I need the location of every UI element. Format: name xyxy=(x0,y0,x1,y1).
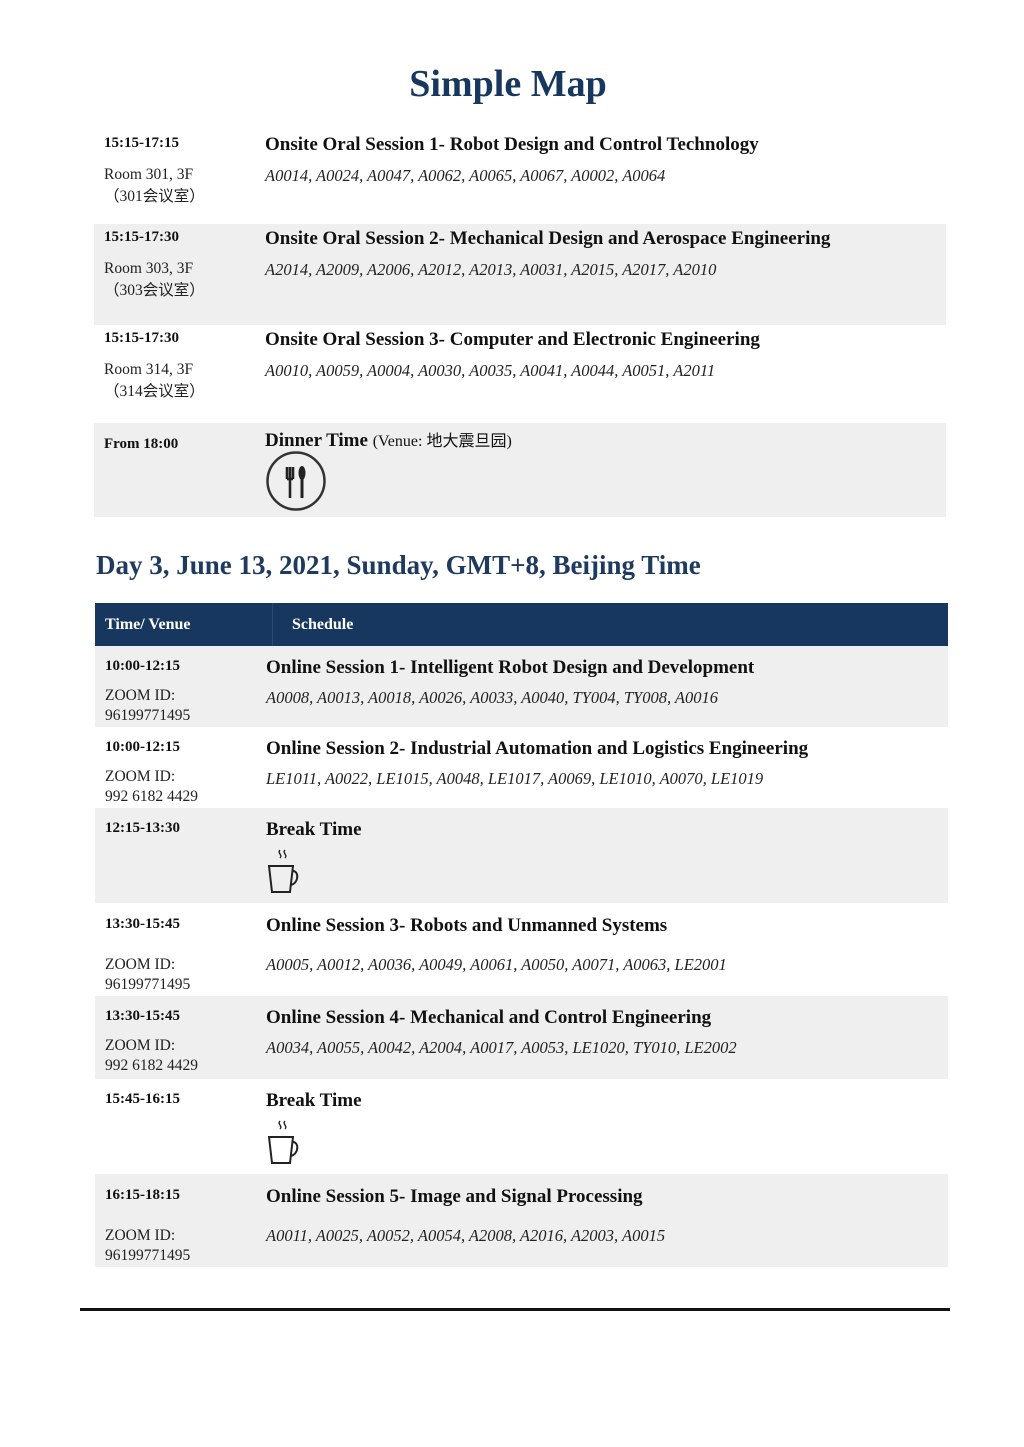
session-time: 13:30-15:45 xyxy=(105,916,180,932)
coffee-cup-icon xyxy=(266,1119,302,1172)
session-title-text: Break Time xyxy=(266,819,362,840)
session-time: 15:15-17:15 xyxy=(104,135,179,151)
table-header: Time/ Venue Schedule xyxy=(95,603,948,646)
footer-rule xyxy=(80,1308,950,1311)
venue-line: 96199771495 xyxy=(105,976,191,993)
session-title-text: Onsite Oral Session 3- Computer and Elec… xyxy=(265,329,760,350)
table-row: 13:30-15:45 ZOOM ID: 992 6182 4429 Online S… xyxy=(95,996,948,1079)
venue-line: Room 301, 3F xyxy=(104,166,194,183)
session-venue: ZOOM ID: 992 6182 4429 xyxy=(105,1036,198,1076)
session-title-text: Online Session 1- Intelligent Robot Desi… xyxy=(266,657,755,678)
venue-line: ZOOM ID: xyxy=(105,1227,176,1244)
header-divider xyxy=(272,603,273,646)
session-title-text: Online Session 2- Industrial Automation … xyxy=(266,738,809,759)
table-row: 16:15-18:15 ZOOM ID: 96199771495 Online Ses… xyxy=(95,1174,948,1267)
session-title-text: Onsite Oral Session 2- Mechanical Design… xyxy=(265,228,831,249)
session-time: 10:00-12:15 xyxy=(105,739,180,755)
venue-note: (Venue: 地大震旦园) xyxy=(372,433,512,450)
session-venue: ZOOM ID: 96199771495 xyxy=(105,1226,190,1266)
venue-line: Room 314, 3F xyxy=(104,361,194,378)
page-title: Simple Map xyxy=(409,63,607,105)
table-row: 15:15-17:30 Room 303, 3F （303会议室） Onsite Or… xyxy=(94,224,946,325)
session-title: Online Session 3- Robots and Unmanned Sy… xyxy=(266,915,667,937)
paper-ids: A0008, A0013, A0018, A0026, A0033, A0040… xyxy=(266,688,718,707)
paper-ids: A0011, A0025, A0052, A0054, A2008, A2016… xyxy=(266,1226,666,1245)
paper-ids: A2014, A2009, A2006, A2012, A2013, A0031… xyxy=(265,260,717,279)
table-row: 15:45-16:15 Break Time xyxy=(95,1079,948,1174)
session-time: 15:15-17:30 xyxy=(104,330,179,346)
session-title: Dinner Time (Venue: 地大震旦园) xyxy=(265,427,512,452)
table-row: 10:00-12:15 ZOOM ID: 992 6182 4429 Online S… xyxy=(95,727,948,808)
session-venue: ZOOM ID: 96199771495 xyxy=(105,686,190,726)
venue-line: ZOOM ID: xyxy=(105,1037,176,1054)
paper-ids: A0010, A0059, A0004, A0030, A0035, A0041… xyxy=(265,361,716,380)
session-title-text: Dinner Time xyxy=(265,430,368,451)
session-time: 12:15-13:30 xyxy=(105,820,180,836)
session-title-text: Onsite Oral Session 1- Robot Design and … xyxy=(265,134,759,155)
paper-ids: A0005, A0012, A0036, A0049, A0061, A0050… xyxy=(266,955,727,974)
session-title-text: Online Session 5- Image and Signal Proce… xyxy=(266,1186,643,1207)
session-venue: Room 303, 3F （303会议室） xyxy=(104,258,205,302)
day3-schedule: 10:00-12:15 ZOOM ID: 96199771495 Online Ses… xyxy=(95,646,948,1267)
table-row: 15:15-17:30 Room 314, 3F （314会议室） Onsite Or… xyxy=(94,325,946,423)
session-title: Break Time xyxy=(266,1090,362,1112)
venue-line: 992 6182 4429 xyxy=(105,1057,198,1074)
session-title: Onsite Oral Session 2- Mechanical Design… xyxy=(265,228,830,250)
session-venue: Room 301, 3F （301会议室） xyxy=(104,164,205,208)
header-time-venue: Time/ Venue xyxy=(105,616,191,633)
session-time: 13:30-15:45 xyxy=(105,1008,180,1024)
day3-heading: Day 3, June 13, 2021, Sunday, GMT+8, Bei… xyxy=(96,550,701,580)
table-row: 15:15-17:15 Room 301, 3F （301会议室） Onsite Or… xyxy=(94,130,946,224)
session-time: 15:45-16:15 xyxy=(105,1091,180,1107)
venue-line: Room 303, 3F xyxy=(104,260,194,277)
session-title: Online Session 4- Mechanical and Control… xyxy=(266,1007,711,1029)
session-title-text: Online Session 3- Robots and Unmanned Sy… xyxy=(266,915,668,936)
session-time: 10:00-12:15 xyxy=(105,658,180,674)
session-time: 15:15-17:30 xyxy=(104,229,179,245)
venue-line: 96199771495 xyxy=(105,707,191,724)
session-title-text: Break Time xyxy=(266,1090,362,1111)
table-row: 13:30-15:45 ZOOM ID: 96199771495 Online Ses… xyxy=(95,903,948,996)
session-venue: ZOOM ID: 992 6182 4429 xyxy=(105,767,198,807)
paper-ids: A0014, A0024, A0047, A0062, A0065, A0067… xyxy=(265,166,666,185)
session-time: From 18:00 xyxy=(104,436,179,452)
session-title: Onsite Oral Session 3- Computer and Elec… xyxy=(265,329,760,351)
header-schedule: Schedule xyxy=(292,616,354,633)
session-time: 16:15-18:15 xyxy=(105,1187,180,1203)
table-row: From 18:00 Dinner Time (Venue: 地大震旦园) xyxy=(94,423,946,517)
venue-line: ZOOM ID: xyxy=(105,768,176,785)
table-row: 12:15-13:30 Break Time xyxy=(95,808,948,903)
session-title-text: Online Session 4- Mechanical and Control… xyxy=(266,1007,712,1028)
venue-line: （303会议室） xyxy=(104,282,205,299)
session-title: Online Session 1- Intelligent Robot Desi… xyxy=(266,657,754,679)
venue-line: （314会议室） xyxy=(104,383,205,400)
paper-ids: A0034, A0055, A0042, A2004, A0017, A0053… xyxy=(266,1038,737,1057)
session-title: Online Session 2- Industrial Automation … xyxy=(266,738,808,760)
venue-line: ZOOM ID: xyxy=(105,687,176,704)
venue-line: 992 6182 4429 xyxy=(105,788,198,805)
day2-schedule: 15:15-17:15 Room 301, 3F （301会议室） Onsite Or… xyxy=(94,130,946,517)
session-title: Online Session 5- Image and Signal Proce… xyxy=(266,1186,643,1208)
session-title: Onsite Oral Session 1- Robot Design and … xyxy=(265,134,759,156)
table-row: 10:00-12:15 ZOOM ID: 96199771495 Online Ses… xyxy=(95,646,948,727)
paper-ids: LE1011, A0022, LE1015, A0048, LE1017, A0… xyxy=(266,769,764,788)
venue-line: 96199771495 xyxy=(105,1247,191,1264)
coffee-cup-icon xyxy=(266,848,302,901)
venue-line: （301会议室） xyxy=(104,188,205,205)
session-venue: ZOOM ID: 96199771495 xyxy=(105,955,190,995)
utensils-icon xyxy=(265,450,327,517)
venue-line: ZOOM ID: xyxy=(105,956,176,973)
session-venue: Room 314, 3F （314会议室） xyxy=(104,359,205,403)
session-title: Break Time xyxy=(266,819,362,841)
